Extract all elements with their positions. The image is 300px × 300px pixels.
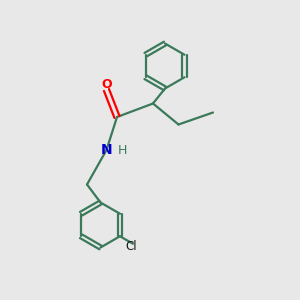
Text: H: H (117, 143, 127, 157)
Text: O: O (101, 78, 112, 91)
Text: Cl: Cl (126, 240, 137, 253)
Text: N: N (101, 143, 112, 157)
